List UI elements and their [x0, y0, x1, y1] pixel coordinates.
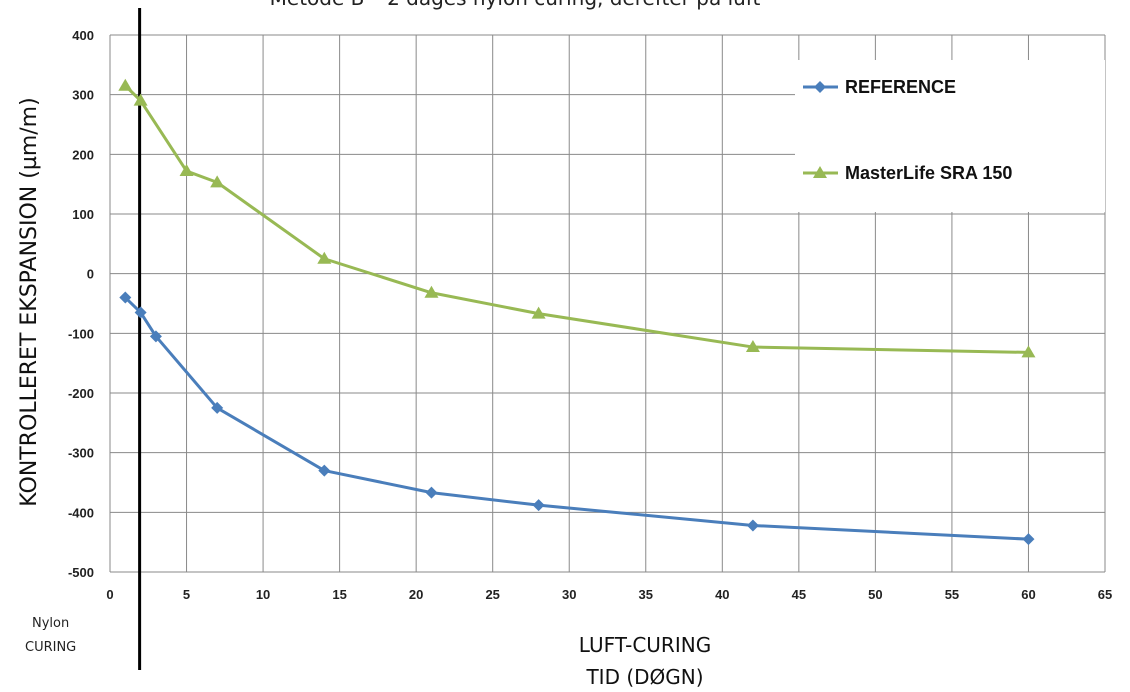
- data-point: [149, 330, 162, 343]
- grid: [109, 34, 1106, 573]
- data-point: [746, 519, 759, 532]
- axes: -500 -400 -300 -200 -100 0 100 200 300 400 0 5 10 15 2…: [68, 8, 1112, 670]
- y-tick-label: -300: [68, 446, 94, 461]
- data-point: [211, 401, 224, 414]
- y-tick-label: -100: [68, 326, 94, 341]
- x-tick-label: 5: [183, 587, 190, 602]
- y-tick-label: 0: [87, 267, 94, 282]
- x-tick-label: 60: [1021, 587, 1035, 602]
- data-point: [134, 306, 147, 319]
- data-point: [318, 464, 331, 477]
- data-point: [425, 486, 438, 499]
- y-tick-label: 300: [72, 88, 94, 103]
- x-tick-label: 35: [639, 587, 653, 602]
- nylon-note-line1: Nylon: [32, 616, 69, 631]
- y-axis-label: KONTROLLERET EKSPANSION (µm/m): [17, 97, 42, 506]
- legend: REFERENCE MasterLife SRA 150: [795, 60, 1105, 212]
- x-tick-label: 50: [868, 587, 882, 602]
- y-tick-label: 100: [72, 207, 94, 222]
- y-tick-label: -200: [68, 386, 94, 401]
- data-point: [1021, 345, 1036, 358]
- y-tick-label: -400: [68, 505, 94, 520]
- legend-label: REFERENCE: [845, 77, 956, 97]
- y-tick-label: 400: [72, 28, 94, 43]
- data-point: [531, 306, 546, 319]
- data-point: [813, 166, 827, 178]
- x-tick-label: 65: [1098, 587, 1112, 602]
- x-tick-label: 10: [256, 587, 270, 602]
- x-axis-label-line2: TID (DØGN): [585, 665, 703, 689]
- data-point: [133, 93, 148, 106]
- x-tick-label: 40: [715, 587, 729, 602]
- legend-label: MasterLife SRA 150: [845, 163, 1012, 183]
- x-tick-label: 30: [562, 587, 576, 602]
- y-tick-label: -500: [68, 565, 94, 580]
- x-tick-label: 55: [945, 587, 959, 602]
- data-point: [317, 251, 332, 264]
- data-point: [532, 499, 545, 512]
- y-tick-label: 200: [72, 147, 94, 162]
- data-point: [1022, 533, 1035, 546]
- x-tick-label: 45: [792, 587, 806, 602]
- data-point: [118, 78, 133, 91]
- x-axis-label-line1: LUFT-CURING: [579, 633, 711, 657]
- x-tick-label: 25: [485, 587, 499, 602]
- data-point: [745, 340, 760, 353]
- x-tick-label: 15: [332, 587, 346, 602]
- data-point: [814, 81, 826, 93]
- legend-box: [795, 60, 1105, 212]
- nylon-note-line2: CURING: [25, 640, 76, 655]
- x-tick-label: 20: [409, 587, 423, 602]
- chart-title: Metode B – 2 dages nylon curing, derefte…: [270, 0, 761, 10]
- data-point: [210, 175, 225, 188]
- data-point: [179, 164, 194, 177]
- x-tick-label: 0: [106, 587, 113, 602]
- data-point: [424, 285, 439, 298]
- series-layer: [118, 78, 1036, 546]
- data-point: [119, 291, 132, 304]
